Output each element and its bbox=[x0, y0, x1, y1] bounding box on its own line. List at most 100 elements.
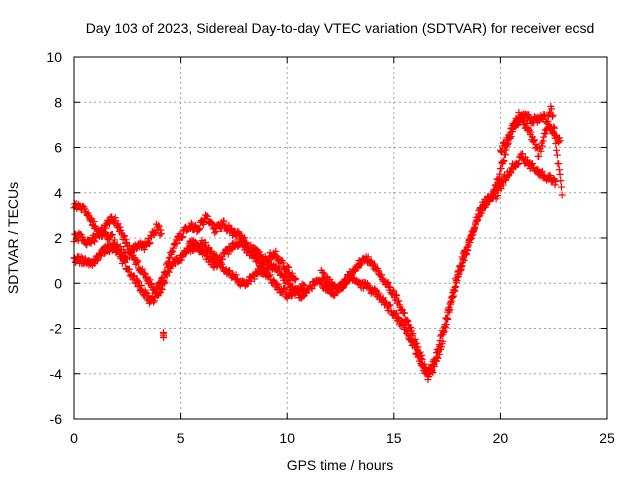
data-point bbox=[145, 240, 153, 248]
data-point bbox=[292, 275, 300, 283]
data-point bbox=[121, 258, 129, 266]
data-point bbox=[538, 115, 546, 123]
data-point bbox=[283, 276, 291, 284]
data-point bbox=[195, 226, 203, 234]
data-point bbox=[543, 125, 551, 133]
data-point bbox=[549, 111, 557, 119]
data-point bbox=[211, 229, 219, 237]
data-point bbox=[460, 256, 468, 264]
data-point bbox=[498, 148, 506, 156]
data-point bbox=[541, 113, 549, 121]
x-tick-label: 0 bbox=[70, 430, 78, 446]
data-point bbox=[495, 174, 503, 182]
data-point bbox=[457, 266, 465, 274]
data-point bbox=[272, 247, 280, 255]
data-point bbox=[116, 223, 124, 231]
data-point bbox=[118, 253, 126, 261]
data-point bbox=[418, 351, 426, 359]
data-point bbox=[163, 272, 171, 280]
data-point bbox=[492, 195, 500, 203]
data-point bbox=[420, 360, 428, 368]
data-point bbox=[407, 324, 415, 332]
data-point bbox=[253, 253, 261, 261]
data-point bbox=[381, 298, 389, 306]
data-point bbox=[275, 265, 283, 273]
data-point bbox=[280, 285, 288, 293]
data-point bbox=[400, 309, 408, 317]
data-point bbox=[491, 186, 499, 194]
data-point bbox=[553, 146, 561, 154]
data-point bbox=[442, 324, 450, 332]
data-point bbox=[519, 117, 527, 125]
data-point bbox=[393, 292, 401, 300]
data-point bbox=[194, 242, 202, 250]
y-tick-label: -2 bbox=[50, 321, 63, 337]
data-point bbox=[157, 289, 165, 297]
data-point bbox=[238, 237, 246, 245]
data-point bbox=[204, 212, 212, 220]
data-point bbox=[191, 223, 199, 231]
y-tick-label: -6 bbox=[50, 411, 63, 427]
data-point bbox=[150, 297, 158, 305]
plot-frame bbox=[73, 56, 608, 420]
data-point bbox=[379, 294, 387, 302]
data-point bbox=[281, 286, 289, 294]
data-point bbox=[269, 277, 277, 285]
x-tick-label: 15 bbox=[386, 430, 402, 446]
data-point bbox=[90, 217, 98, 225]
y-tick-label: 8 bbox=[54, 94, 62, 110]
data-point bbox=[308, 285, 316, 293]
data-point bbox=[437, 343, 445, 351]
data-point bbox=[348, 273, 356, 281]
data-point bbox=[339, 283, 347, 291]
data-point bbox=[150, 298, 158, 306]
data-point bbox=[514, 160, 522, 168]
data-point bbox=[497, 164, 505, 172]
data-point bbox=[489, 187, 497, 195]
data-point bbox=[100, 228, 108, 236]
data-point bbox=[82, 240, 90, 248]
data-point bbox=[558, 183, 566, 191]
data-point bbox=[166, 254, 174, 262]
series-arc-6 bbox=[496, 102, 566, 199]
data-point bbox=[156, 231, 164, 239]
data-point bbox=[364, 253, 372, 261]
data-point bbox=[497, 147, 505, 155]
data-point bbox=[469, 231, 477, 239]
data-point bbox=[416, 348, 424, 356]
data-point bbox=[492, 182, 500, 190]
data-point bbox=[439, 337, 447, 345]
data-point bbox=[338, 285, 346, 293]
data-points bbox=[70, 102, 566, 384]
data-point bbox=[471, 223, 479, 231]
data-point bbox=[402, 326, 410, 334]
data-point bbox=[470, 225, 478, 233]
data-point bbox=[395, 297, 403, 305]
data-point bbox=[182, 250, 190, 258]
data-point bbox=[531, 136, 539, 144]
data-point bbox=[538, 167, 546, 175]
data-point bbox=[548, 113, 556, 121]
data-point bbox=[319, 268, 327, 276]
data-point bbox=[159, 273, 167, 281]
chart-title: Day 103 of 2023, Sidereal Day-to-day VTE… bbox=[86, 20, 595, 36]
data-point bbox=[115, 248, 123, 256]
data-point bbox=[146, 239, 154, 247]
data-point bbox=[537, 147, 545, 155]
data-point bbox=[120, 246, 128, 254]
data-point bbox=[445, 306, 453, 314]
data-point bbox=[447, 298, 455, 306]
data-point bbox=[96, 251, 104, 259]
data-point bbox=[552, 177, 560, 185]
data-point bbox=[279, 259, 287, 267]
data-point bbox=[551, 181, 559, 189]
data-point bbox=[430, 362, 438, 370]
data-point bbox=[556, 170, 564, 178]
data-point bbox=[555, 166, 563, 174]
data-point bbox=[506, 129, 514, 137]
data-point bbox=[474, 213, 482, 221]
data-point bbox=[548, 105, 556, 113]
y-tick-label: 10 bbox=[46, 49, 62, 65]
data-point bbox=[464, 247, 472, 255]
data-point bbox=[226, 267, 234, 275]
